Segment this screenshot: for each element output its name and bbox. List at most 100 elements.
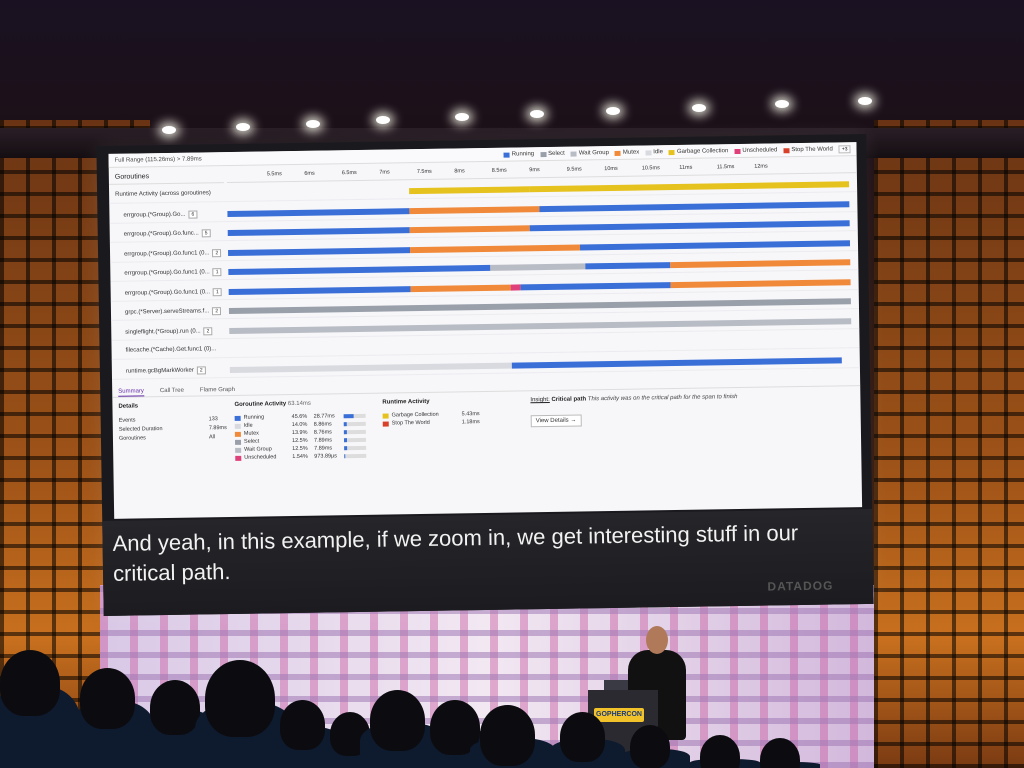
state-bar[interactable] <box>409 186 530 195</box>
state-bar[interactable] <box>409 243 581 253</box>
row-name: errgroup.(*Group).Go.func1 (0... <box>124 269 210 277</box>
time-tick: 10ms <box>604 165 618 173</box>
goroutines-header: Goroutines <box>108 167 224 185</box>
legend-item[interactable]: Idle <box>645 149 663 155</box>
trace-viewer-app: Full Range (115.26ms) > 7.89ms Running Se… <box>108 142 863 519</box>
state-bar[interactable] <box>409 205 540 214</box>
tab-summary[interactable]: Summary <box>118 385 144 397</box>
activity-swatch <box>234 423 241 429</box>
runtime-swatch <box>382 413 389 419</box>
state-bar[interactable] <box>490 263 586 271</box>
row-label: grpc.(*Server).serveStreams.f... 2 <box>125 307 222 317</box>
state-bar[interactable] <box>529 220 850 232</box>
legend-item[interactable]: Running <box>503 151 534 158</box>
legend-swatch <box>734 148 741 154</box>
stage-wall-right <box>874 120 1024 768</box>
row-count-badge: 6 <box>188 210 198 219</box>
legend-label: Wait Group <box>578 150 609 157</box>
events-value: 133 <box>208 415 218 422</box>
runtime-duration: 1.18ms <box>461 419 480 426</box>
legend-item[interactable]: Select <box>540 151 565 157</box>
projection-screen: Full Range (115.26ms) > 7.89ms Running Se… <box>96 133 874 617</box>
legend-swatch <box>783 147 790 153</box>
goroutines-count-label: Goroutines <box>118 434 146 442</box>
runtime-activity-title: Runtime Activity <box>382 398 430 406</box>
legend-label: Stop The World <box>791 146 833 154</box>
row-label: filecache.(*Cache).Get.func1 (0)... <box>126 346 217 353</box>
runtime-activity-list: Garbage Collection 5.43ms Stop The World 1.… <box>382 410 513 428</box>
goroutine-activity-total: 63.14ms <box>287 400 311 408</box>
activity-row: Unscheduled 1.54% 973.89µs <box>235 452 375 462</box>
legend-item[interactable]: Garbage Collection <box>668 148 729 155</box>
state-bar[interactable] <box>579 239 851 250</box>
state-bar[interactable] <box>229 362 512 373</box>
state-bar[interactable] <box>510 283 521 291</box>
tab-call-tree[interactable]: Call Tree <box>159 387 184 395</box>
row-count-badge: 2 <box>196 365 206 375</box>
stage-light <box>236 122 250 131</box>
activity-percent: 1.54% <box>292 453 308 461</box>
row-name: errgroup.(*Group).Go.func1 (0... <box>124 288 211 297</box>
legend-item[interactable]: Mutex <box>614 150 639 156</box>
stage-light <box>530 110 544 118</box>
state-bar[interactable] <box>228 285 411 295</box>
state-bar[interactable] <box>529 181 850 193</box>
time-tick: 9ms <box>529 167 540 174</box>
tab-flame-graph[interactable]: Flame Graph <box>199 386 235 394</box>
activity-swatch <box>234 431 241 437</box>
legend-label: Garbage Collection <box>676 148 729 155</box>
row-count-badge: 1 <box>212 287 222 296</box>
activity-meter <box>343 437 367 443</box>
activity-meter-fill <box>343 414 354 419</box>
legend-item[interactable]: Unscheduled <box>734 147 777 154</box>
activity-duration: 973.89µs <box>314 453 338 460</box>
events-label: Events <box>118 416 136 424</box>
audience-member-head <box>480 705 535 766</box>
state-bar[interactable] <box>539 200 850 212</box>
row-label: errgroup.(*Group).Go.func1 (0... 1 <box>124 287 222 298</box>
goroutine-timeline[interactable]: Runtime Activity (across goroutines) errg… <box>108 174 860 384</box>
activity-name: Idle <box>243 422 253 429</box>
state-bar[interactable] <box>585 262 671 270</box>
stage-light <box>455 113 469 122</box>
activity-name: Select <box>243 438 260 445</box>
audience-member-head <box>150 680 200 735</box>
state-bar[interactable] <box>409 225 530 234</box>
details-section: Details Events 133 Selected Duration 7.89m… <box>118 402 229 443</box>
time-tick: 11ms <box>679 164 693 171</box>
audience-member-head <box>205 660 275 737</box>
activity-meter-fill <box>344 446 347 451</box>
time-tick: 8ms <box>454 168 465 175</box>
activity-percent: 12.5% <box>291 437 308 445</box>
datadog-logo: DATADOG <box>767 578 834 594</box>
goroutines-title: Goroutines <box>114 173 150 181</box>
state-bar[interactable] <box>228 264 491 276</box>
row-name: Runtime Activity (across goroutines) <box>115 190 211 198</box>
state-bar[interactable] <box>520 281 671 290</box>
audience-member-head <box>80 668 135 729</box>
legend-label: Select <box>548 150 565 157</box>
activity-duration: 8.76ms <box>313 429 332 436</box>
time-tick: 11.5ms <box>716 164 735 171</box>
state-bar[interactable] <box>410 284 511 292</box>
legend-swatch <box>645 149 652 155</box>
goroutines-row: Goroutines All <box>119 432 229 443</box>
state-bar[interactable] <box>670 259 851 269</box>
row-label: Runtime Activity (across goroutines) <box>115 190 211 198</box>
view-details-button[interactable]: View Details → <box>530 414 582 428</box>
state-bar[interactable] <box>227 227 410 237</box>
state-bar[interactable] <box>511 356 842 369</box>
goroutine-activity-title: Goroutine Activity 63.14ms <box>234 400 374 408</box>
runtime-row: Stop The World 1.18ms <box>382 418 513 428</box>
state-bar[interactable] <box>670 278 851 288</box>
legend-more-button[interactable]: +3 <box>838 145 851 154</box>
row-name: runtime.gcBgMarkWorker <box>125 367 194 375</box>
legend-item[interactable]: Wait Group <box>570 150 609 157</box>
activity-meter-fill <box>343 430 347 435</box>
time-range-breadcrumb[interactable]: Full Range (115.26ms) > 7.89ms <box>114 156 202 164</box>
legend-item[interactable]: Stop The World <box>783 147 833 154</box>
activity-duration: 8.86ms <box>313 421 332 428</box>
state-bar[interactable] <box>227 207 410 217</box>
state-bar[interactable] <box>227 246 411 256</box>
audience-member-head <box>700 735 740 768</box>
